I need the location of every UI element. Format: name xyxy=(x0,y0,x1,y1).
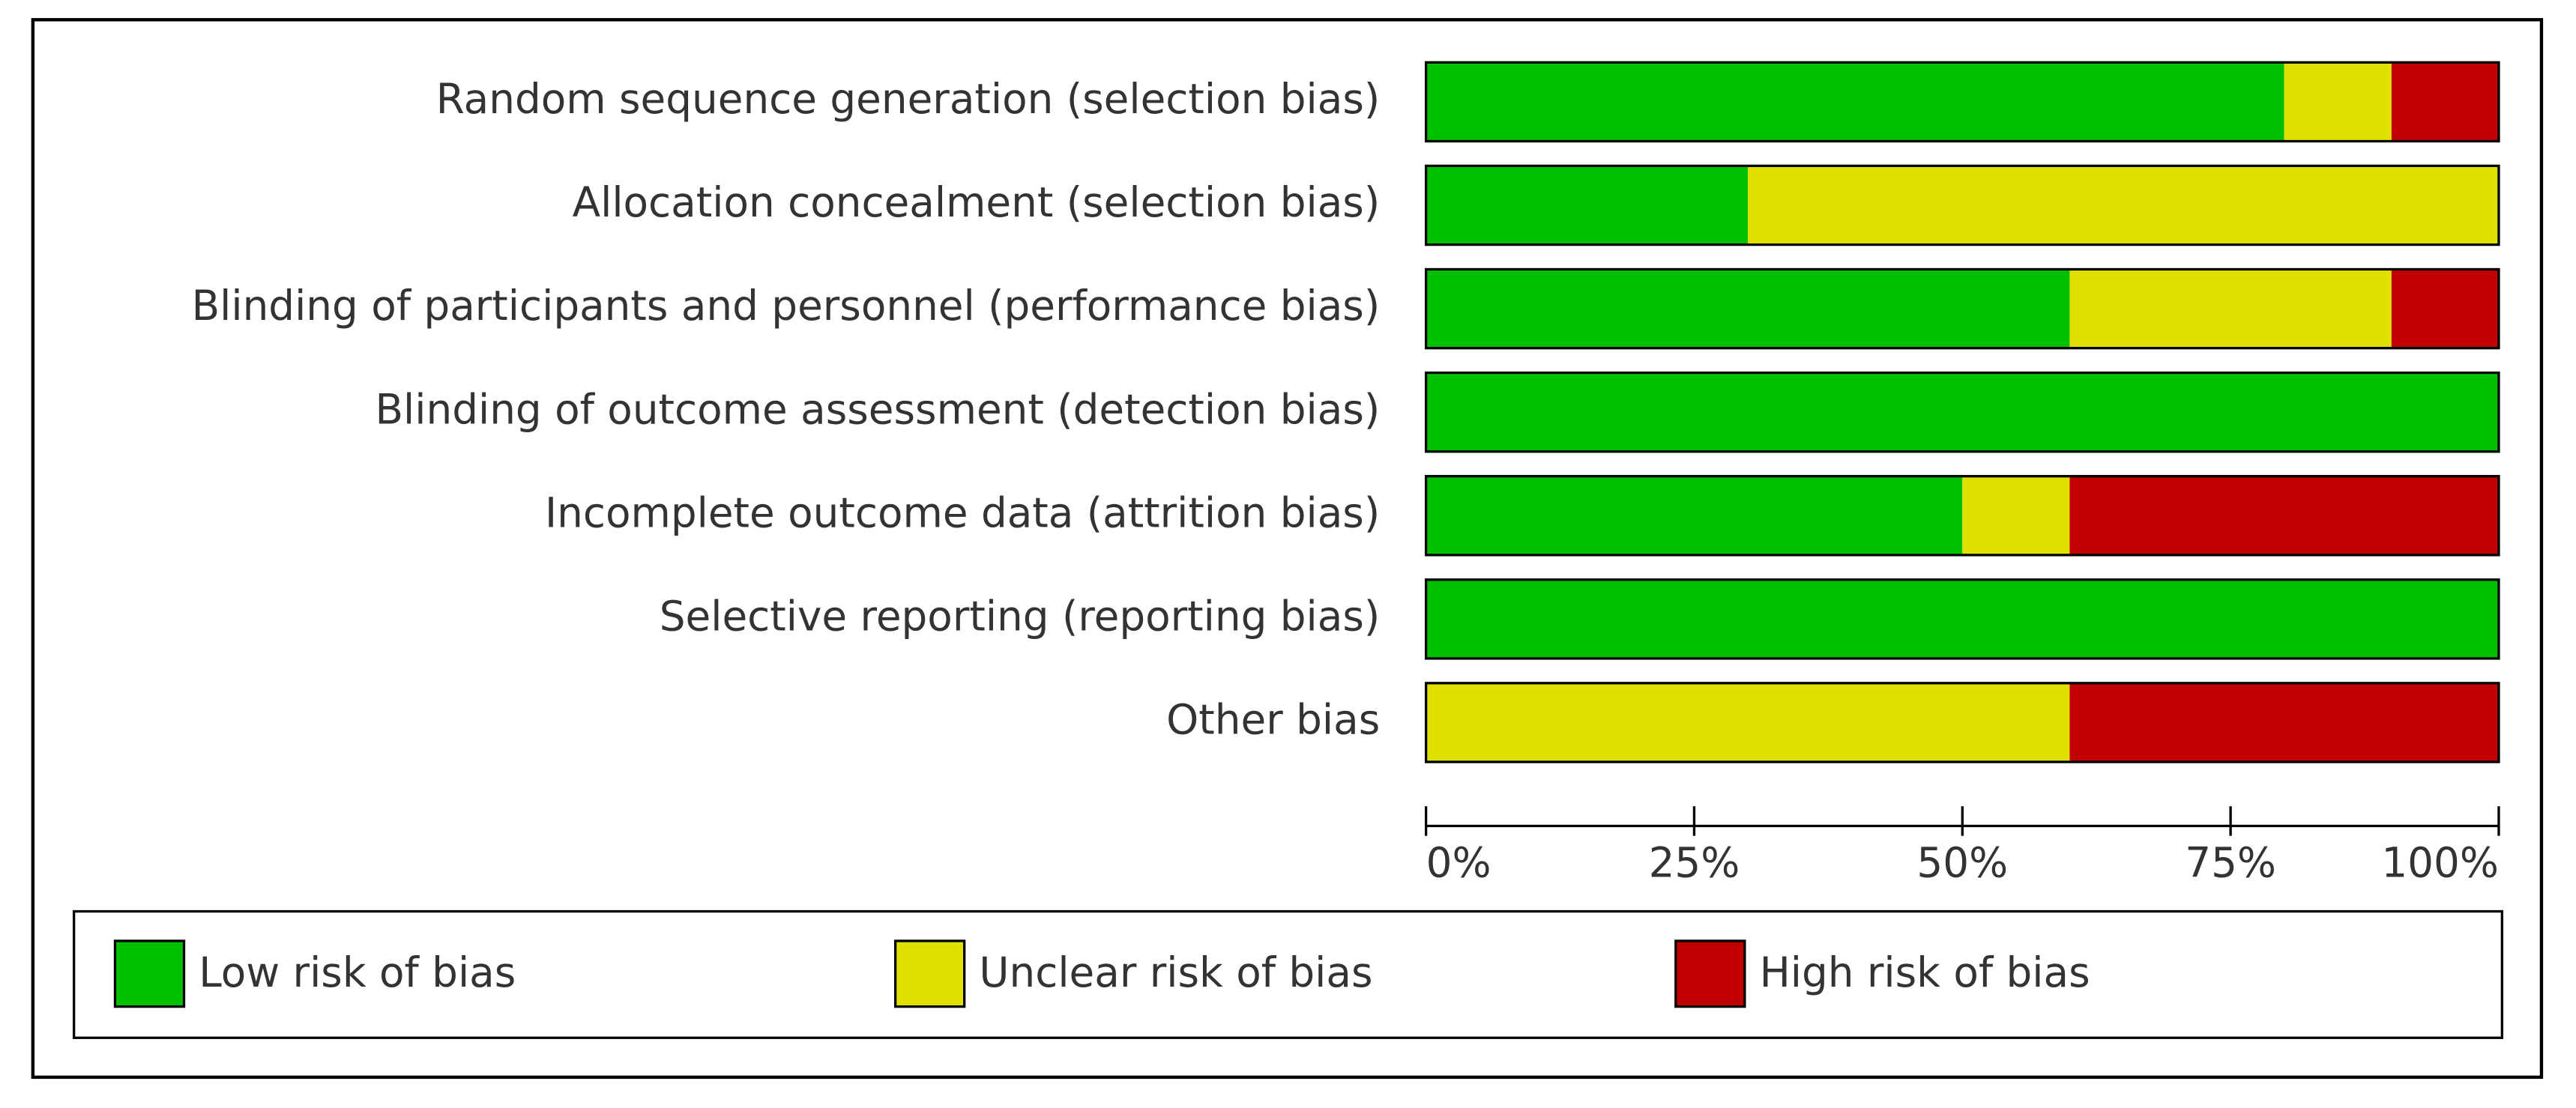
bar-outline xyxy=(1424,578,2500,660)
bar-outline xyxy=(1424,475,2500,557)
bar-segment xyxy=(2069,682,2499,763)
bar-outline xyxy=(1424,682,2500,763)
legend-swatch xyxy=(1674,939,1746,1008)
bar-segment xyxy=(1962,476,2070,555)
legend-label: High risk of bias xyxy=(1760,948,2090,996)
bar-segment xyxy=(2391,269,2499,348)
bar-segment xyxy=(1426,682,2070,763)
bar-segment xyxy=(2069,269,2392,348)
bar-segment xyxy=(2069,476,2499,555)
category-label: Random sequence generation (selection bi… xyxy=(436,75,1380,123)
bar-segment xyxy=(1426,579,2499,659)
bar-segment xyxy=(1426,476,1963,555)
legend-label: Low risk of bias xyxy=(199,948,516,996)
legend-swatch xyxy=(113,939,186,1008)
bar-outline xyxy=(1424,164,2500,246)
bar-segment xyxy=(1426,166,1749,245)
legend-swatch xyxy=(893,939,966,1008)
bar-outline xyxy=(1424,371,2500,453)
category-label: Blinding of outcome assessment (detectio… xyxy=(375,385,1380,433)
bar-segment xyxy=(1426,62,2284,142)
x-tick-label: 25% xyxy=(1649,838,1740,886)
legend-box xyxy=(73,909,2503,1039)
bar-segment xyxy=(1426,269,2070,348)
x-tick-label: 100% xyxy=(2381,838,2499,886)
category-label: Selective reporting (reporting bias) xyxy=(660,592,1380,640)
category-label: Allocation concealment (selection bias) xyxy=(573,178,1381,226)
bar-segment xyxy=(1426,372,2499,452)
category-label: Other bias xyxy=(1166,696,1380,744)
x-tick-label: 75% xyxy=(2185,838,2276,886)
bar-outline xyxy=(1424,61,2500,143)
bar-segment xyxy=(1748,166,2499,245)
legend-label: Unclear risk of bias xyxy=(979,948,1372,996)
bar-outline xyxy=(1424,267,2500,350)
x-tick-label: 50% xyxy=(1916,838,2008,886)
bar-segment xyxy=(2284,62,2392,142)
x-tick-label: 0% xyxy=(1426,838,1491,886)
bar-segment xyxy=(2391,62,2499,142)
category-label: Blinding of participants and personnel (… xyxy=(192,282,1381,330)
category-label: Incomplete outcome data (attrition bias) xyxy=(545,488,1380,536)
